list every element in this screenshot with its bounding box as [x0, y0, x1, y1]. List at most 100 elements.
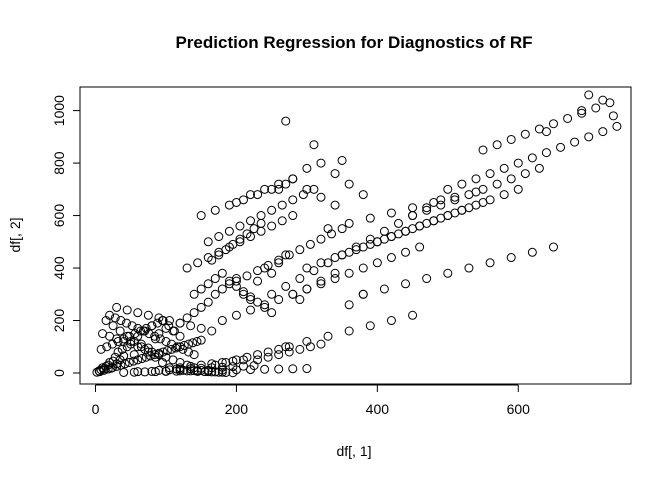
data-point [133, 355, 143, 365]
data-point [186, 321, 196, 331]
data-point [408, 310, 418, 320]
data-point [274, 350, 284, 360]
data-point [379, 226, 389, 236]
data-point [122, 305, 132, 315]
data-point [401, 226, 411, 236]
data-point [464, 263, 474, 273]
data-point [344, 218, 354, 228]
data-point [260, 302, 270, 312]
data-point [612, 121, 622, 131]
data-point [330, 169, 340, 179]
x-tick-label: 200 [225, 401, 249, 417]
data-point [323, 258, 333, 268]
data-point [302, 263, 312, 273]
data-point [175, 318, 185, 328]
data-point [189, 308, 199, 318]
data-point [277, 216, 287, 226]
data-point [274, 258, 284, 268]
data-point [393, 218, 403, 228]
data-point [351, 245, 361, 255]
data-point [144, 329, 154, 339]
data-point [541, 127, 551, 137]
data-point [422, 203, 432, 213]
data-point [175, 366, 185, 376]
data-point [506, 174, 516, 184]
data-point [217, 367, 227, 377]
data-point [175, 331, 185, 341]
data-point [450, 192, 460, 202]
data-point [485, 169, 495, 179]
data-point [189, 366, 199, 376]
data-point [323, 331, 333, 341]
data-point [196, 302, 206, 312]
data-point [429, 197, 439, 207]
data-point [210, 205, 220, 215]
data-point [372, 258, 382, 268]
data-point [401, 279, 411, 289]
data-point [186, 366, 196, 376]
data-point [178, 344, 188, 354]
data-point [246, 365, 256, 375]
data-point [196, 335, 206, 345]
data-point [129, 356, 139, 366]
data-point [274, 295, 284, 305]
data-point [506, 134, 516, 144]
data-point [288, 174, 298, 184]
data-point [316, 258, 326, 268]
data-point [155, 334, 165, 344]
data-point [217, 268, 227, 278]
data-point [513, 184, 523, 194]
data-point [238, 195, 248, 205]
data-point [372, 237, 382, 247]
data-point [192, 337, 202, 346]
data-point [143, 310, 153, 320]
data-point [344, 300, 354, 310]
data-point [267, 308, 277, 318]
data-point [246, 305, 256, 315]
data-point [295, 274, 305, 284]
data-point [221, 245, 231, 255]
data-point [608, 111, 618, 121]
data-point [172, 342, 182, 352]
data-point [337, 250, 347, 260]
data-point [238, 361, 248, 371]
data-point [133, 367, 143, 377]
data-point [295, 295, 305, 305]
data-point [281, 281, 291, 291]
data-point [284, 250, 294, 260]
data-point [499, 190, 509, 200]
data-point [182, 313, 192, 323]
data-point [527, 247, 537, 257]
data-point [401, 247, 411, 257]
data-point [471, 200, 481, 210]
data-point [112, 302, 122, 312]
data-point [129, 367, 139, 377]
data-point [386, 316, 396, 326]
data-point [249, 224, 259, 234]
data-point [188, 338, 198, 348]
data-point [267, 205, 277, 215]
data-point [485, 195, 495, 205]
data-point [130, 329, 140, 339]
data-point [577, 106, 587, 116]
x-tick-label: 400 [366, 401, 390, 417]
data-point [263, 352, 273, 362]
data-point [316, 276, 326, 286]
data-point [429, 216, 439, 226]
y-axis-label: df[, 2] [7, 217, 23, 252]
data-point [365, 213, 375, 223]
data-point [115, 326, 125, 336]
data-point [591, 103, 601, 113]
data-point [471, 187, 481, 197]
data-point [189, 350, 199, 360]
data-point [443, 184, 453, 194]
chart-title: Prediction Regression for Diagnostics of… [175, 33, 532, 52]
data-point [344, 179, 354, 189]
data-point [172, 366, 182, 376]
data-point [267, 268, 277, 278]
data-point [143, 347, 153, 357]
data-point [274, 344, 284, 354]
data-point [112, 361, 122, 371]
data-point [196, 211, 206, 221]
data-point [238, 287, 248, 297]
